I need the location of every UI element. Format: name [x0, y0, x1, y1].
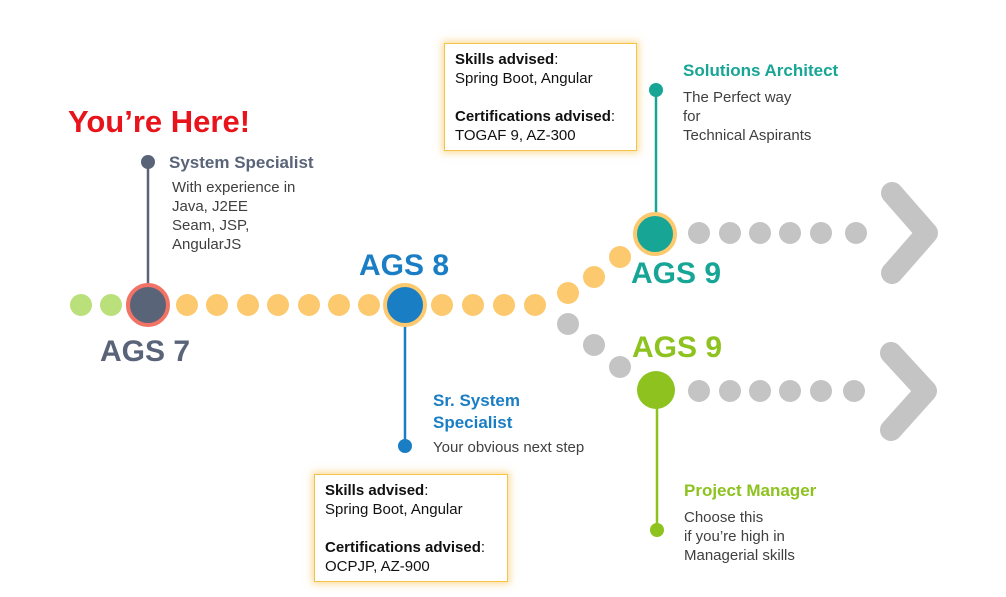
- path-dot: [176, 294, 198, 316]
- path-dot: [583, 334, 605, 356]
- certifications-value: TOGAF 9, AZ-300: [455, 127, 576, 144]
- ags8-node: [383, 283, 427, 327]
- description-line: if you’re high in: [684, 528, 785, 545]
- path-dot: [267, 294, 289, 316]
- path-dot: [583, 266, 605, 288]
- ags7-label: AGS 7: [100, 335, 191, 368]
- path-dot: [206, 294, 228, 316]
- description-line: Technical Aspirants: [683, 127, 812, 144]
- path-dot: [810, 380, 832, 402]
- skills-value: Spring Boot, Angular: [455, 70, 593, 87]
- path-dot: [845, 222, 867, 244]
- path-dot: [719, 222, 741, 244]
- upper-branch-dots: [557, 222, 867, 304]
- path-dot: [358, 294, 380, 316]
- solutions-architect-title: Solutions Architect: [683, 61, 839, 80]
- ags8-label: AGS 8: [359, 249, 450, 282]
- sr-specialist-advice-box: Skills advised: Spring Boot, Angular Cer…: [314, 474, 508, 582]
- certifications-label: Certifications advised: [455, 108, 611, 125]
- path-dot: [431, 294, 453, 316]
- architect-connector-dot: [649, 83, 663, 97]
- skills-label: Skills advised: [325, 482, 425, 499]
- ags7-node: [126, 283, 170, 327]
- description-line: AngularJS: [172, 236, 242, 253]
- main-path-dots: [70, 294, 546, 316]
- project-manager-title: Project Manager: [684, 481, 817, 500]
- sr-system-specialist-description: Your obvious next step: [433, 439, 585, 456]
- path-dot: [609, 356, 631, 378]
- description-line: With experience in: [172, 179, 296, 196]
- ags9-manager-node: [637, 371, 675, 409]
- path-dot: [719, 380, 741, 402]
- path-dot: [810, 222, 832, 244]
- certifications-label: Certifications advised: [325, 539, 481, 556]
- you-are-here-label: You’re Here!: [68, 104, 251, 139]
- description-line: Managerial skills: [684, 547, 795, 564]
- path-dot: [557, 282, 579, 304]
- lower-branch-dots: [557, 313, 865, 402]
- ags9-architect-label: AGS 9: [631, 257, 722, 290]
- path-dot: [524, 294, 546, 316]
- path-dot: [70, 294, 92, 316]
- path-dot: [843, 380, 865, 402]
- path-dot: [328, 294, 350, 316]
- architect-advice-box: Skills advised: Spring Boot, Angular Cer…: [444, 43, 637, 151]
- path-dot: [688, 222, 710, 244]
- path-dot: [609, 246, 631, 268]
- path-dot: [100, 294, 122, 316]
- arrow-right-icon: [881, 182, 938, 284]
- system-specialist-description: With experience in Java, J2EE Seam, JSP,…: [172, 178, 295, 254]
- description-line: Choose this: [684, 509, 764, 526]
- sr-system-specialist-title: Sr. System Specialist: [433, 390, 520, 434]
- skills-label: Skills advised: [455, 51, 555, 68]
- path-dot: [237, 294, 259, 316]
- ags9-architect-node: [633, 212, 677, 256]
- path-dot: [557, 313, 579, 335]
- ags8-connector-dot: [398, 439, 412, 453]
- description-line: Java, J2EE: [172, 198, 248, 215]
- certifications-value: OCPJP, AZ-900: [325, 558, 430, 575]
- path-dot: [298, 294, 320, 316]
- ags9-manager-label: AGS 9: [632, 331, 723, 364]
- skills-value: Spring Boot, Angular: [325, 501, 463, 518]
- system-specialist-title: System Specialist: [169, 153, 314, 172]
- path-dot: [493, 294, 515, 316]
- manager-connector-dot: [650, 523, 664, 537]
- description-line: The Perfect way: [683, 89, 792, 106]
- project-manager-description: Choose this if you’re high in Managerial…: [684, 508, 795, 565]
- arrow-right-icon: [880, 342, 937, 441]
- ags7-connector-dot: [141, 155, 155, 169]
- path-dot: [462, 294, 484, 316]
- description-line: for: [683, 108, 701, 125]
- path-dot: [779, 222, 801, 244]
- path-dot: [688, 380, 710, 402]
- path-dot: [749, 222, 771, 244]
- description-line: Seam, JSP,: [172, 217, 250, 234]
- title-line: Sr. System: [433, 391, 520, 410]
- path-dot: [779, 380, 801, 402]
- path-dot: [749, 380, 771, 402]
- solutions-architect-description: The Perfect way for Technical Aspirants: [683, 88, 811, 145]
- title-line: Specialist: [433, 413, 513, 432]
